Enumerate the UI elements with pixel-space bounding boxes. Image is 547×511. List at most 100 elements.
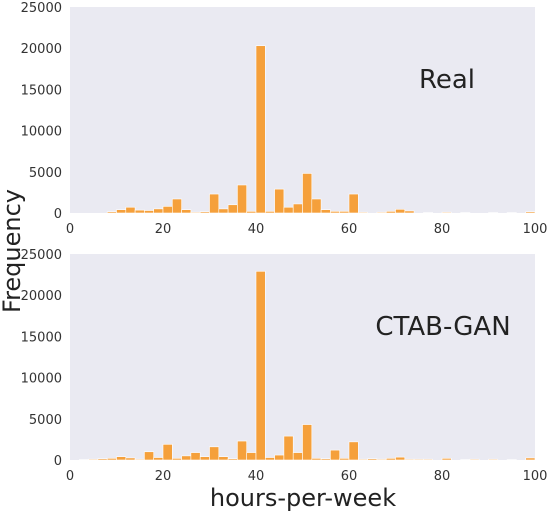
histogram-bar <box>88 458 99 461</box>
histogram-bar <box>339 458 350 461</box>
histogram-bar <box>348 441 359 461</box>
y-tick-label: 0 <box>54 207 62 222</box>
histogram-bar <box>395 208 406 214</box>
histogram-bar <box>218 208 229 214</box>
histogram-bar <box>218 456 229 461</box>
histogram-bar <box>153 208 164 214</box>
histogram-bar <box>404 210 415 214</box>
histogram-bar <box>190 211 201 214</box>
histogram-bar <box>209 193 220 214</box>
histogram-bar <box>153 457 164 461</box>
histogram-bar <box>227 458 238 461</box>
histogram-bar <box>274 188 285 214</box>
x-tick-label: 80 <box>434 469 451 484</box>
histogram-bar <box>274 454 285 461</box>
y-tick-label: 25000 <box>21 248 62 263</box>
histogram-bar <box>246 211 257 214</box>
histogram-bar <box>311 198 322 214</box>
histogram-bar <box>264 211 275 214</box>
histogram-bar <box>525 457 536 461</box>
histogram-bar <box>172 198 182 214</box>
histogram-bar <box>144 210 154 214</box>
histogram-bar <box>357 211 368 214</box>
histogram-bar <box>413 458 424 461</box>
histogram-bar <box>320 209 331 214</box>
histogram-bar <box>144 451 154 461</box>
x-tick-label: 40 <box>248 222 265 237</box>
x-tick-label: 20 <box>155 222 172 237</box>
histogram-bar <box>181 455 192 461</box>
histogram-bar <box>395 456 406 461</box>
histogram-bar <box>357 458 368 461</box>
histogram-bar <box>162 206 173 214</box>
y-tick-label: 10000 <box>21 372 62 387</box>
histogram-bar <box>376 211 387 214</box>
histogram-bar <box>330 449 340 461</box>
histogram-bar <box>292 203 303 214</box>
histogram-bar <box>376 458 387 461</box>
histogram-bar <box>255 271 266 461</box>
histogram-bar <box>181 209 192 214</box>
y-tick-label: 0 <box>54 454 62 469</box>
x-tick-label: 0 <box>66 469 74 484</box>
histogram-bar <box>339 211 350 214</box>
histogram-bar <box>106 211 117 214</box>
histogram-bar <box>423 458 433 461</box>
y-tick-label: 20000 <box>21 42 62 57</box>
histogram-bar <box>172 458 182 461</box>
histogram-bar <box>227 204 238 214</box>
y-tick-label: 5000 <box>29 166 62 181</box>
histogram-bar <box>116 456 127 461</box>
histogram-bar <box>404 458 415 461</box>
histogram-bar <box>106 458 117 461</box>
y-tick-label: 25000 <box>21 1 62 16</box>
histogram-bar <box>199 456 210 461</box>
histogram-bar <box>237 184 247 214</box>
y-tick-label: 10000 <box>21 125 62 140</box>
x-tick-label: 60 <box>341 469 358 484</box>
x-tick-label: 60 <box>341 222 358 237</box>
panel-annotation: CTAB-GAN <box>375 312 510 342</box>
histogram-bar <box>525 211 536 214</box>
histogram-bar <box>209 446 220 461</box>
histogram-bar <box>302 424 313 461</box>
panel-2: 0 20 40 60 80 100 0 5000 10000 15000 20000 25000 CTA… <box>21 248 547 484</box>
histogram-bar <box>199 211 210 214</box>
histogram-bar <box>385 211 396 214</box>
histogram-bar <box>283 435 294 461</box>
x-tick-label: 0 <box>66 222 74 237</box>
histogram-bar <box>292 452 303 461</box>
histogram-bar <box>237 440 247 461</box>
histogram-bar <box>134 458 145 461</box>
histogram-bar <box>246 452 257 461</box>
histogram-bar <box>162 444 173 461</box>
histogram-bar <box>134 209 145 214</box>
histogram-bar <box>488 458 499 461</box>
histogram-bar <box>441 211 452 214</box>
x-tick-label: 100 <box>523 469 547 484</box>
histogram-bar <box>330 211 340 214</box>
y-axis-label: Frequency <box>0 189 26 313</box>
histogram-bar <box>255 45 266 214</box>
histogram-bar <box>348 193 359 214</box>
histogram-bar <box>125 457 136 461</box>
y-tick-label: 15000 <box>21 83 62 98</box>
x-axis-label: hours-per-week <box>210 484 396 511</box>
histogram-bar <box>385 458 396 461</box>
x-tick-label: 80 <box>434 222 451 237</box>
histogram-bar <box>311 458 322 461</box>
histogram-bar <box>367 458 378 461</box>
panel-annotation: Real <box>419 65 475 95</box>
histogram-bar <box>125 206 136 214</box>
histogram-bar <box>469 458 480 461</box>
x-tick-label: 20 <box>155 469 172 484</box>
histogram-bar <box>97 458 108 461</box>
histogram-bar <box>441 458 452 461</box>
histogram-bar <box>116 209 127 214</box>
histogram-bar <box>264 457 275 461</box>
y-tick-label: 15000 <box>21 330 62 345</box>
x-tick-label: 100 <box>523 222 547 237</box>
y-tick-label: 5000 <box>29 413 62 428</box>
histogram-bar <box>302 173 313 214</box>
